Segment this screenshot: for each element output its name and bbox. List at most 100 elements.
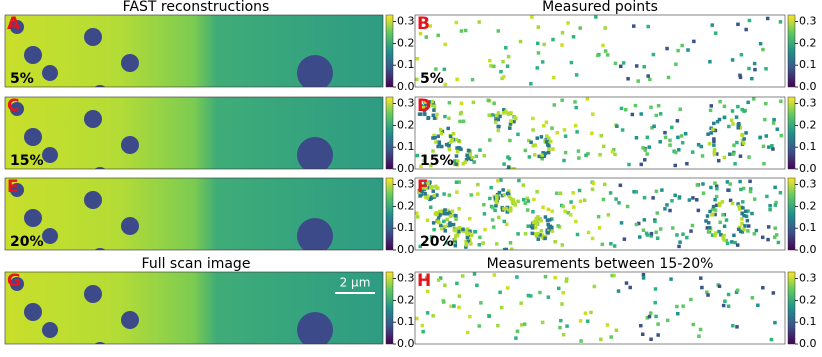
panel-image	[5, 272, 383, 344]
measured-point	[713, 208, 718, 212]
ring-point	[719, 233, 723, 237]
measured-point	[461, 274, 465, 278]
measured-point	[668, 208, 672, 213]
measured-point	[683, 131, 688, 136]
measured-point	[577, 156, 581, 160]
measured-point	[540, 157, 544, 161]
measured-point	[470, 77, 475, 82]
ring-point	[550, 225, 554, 230]
measured-point	[738, 75, 743, 80]
measured-point	[550, 209, 554, 213]
measured-point	[718, 99, 722, 104]
ring-point	[447, 144, 451, 148]
measured-point	[421, 329, 425, 334]
panel-label: F	[417, 177, 429, 197]
measured-point	[705, 290, 709, 294]
ring-point	[495, 196, 499, 201]
measured-point	[465, 330, 470, 335]
ring-point	[501, 111, 506, 115]
measured-point	[722, 224, 727, 229]
measured-point	[646, 74, 650, 78]
measured-point	[603, 49, 608, 53]
measured-point	[536, 25, 541, 29]
ring-point	[547, 147, 551, 151]
measured-point	[613, 61, 618, 66]
ring-point	[732, 233, 736, 238]
measured-point	[458, 112, 463, 116]
measured-point	[481, 241, 485, 245]
ring-point	[435, 193, 439, 197]
ring-point	[419, 104, 424, 108]
colorbar-tick-label: 0.0	[397, 243, 415, 256]
measured-point	[699, 276, 703, 280]
measured-point	[476, 192, 480, 196]
measured-point	[692, 39, 696, 44]
measured-point	[767, 145, 771, 149]
measured-point	[603, 26, 607, 30]
measured-point	[612, 244, 617, 248]
measured-point	[442, 67, 447, 72]
measured-point	[753, 67, 757, 72]
measured-point	[681, 304, 685, 308]
ring-point	[539, 219, 543, 223]
measured-point	[634, 190, 639, 194]
measured-point	[569, 200, 573, 204]
measured-point	[655, 211, 659, 215]
measured-point	[563, 150, 568, 155]
measured-point	[674, 150, 678, 155]
measured-point	[455, 77, 459, 81]
ring-point	[508, 122, 513, 126]
measured-point	[713, 197, 717, 202]
ring-point	[497, 190, 502, 195]
measured-point	[658, 140, 662, 144]
measured-point	[649, 234, 654, 238]
measured-point	[594, 15, 598, 19]
measured-point	[612, 273, 616, 278]
panel-frame	[414, 14, 786, 88]
measured-point	[771, 121, 776, 125]
panel: D 15% 0.0 0.1 0.2 0.3	[414, 96, 817, 176]
measured-point	[456, 138, 461, 143]
dark-spot	[24, 303, 42, 321]
measured-point	[572, 205, 576, 209]
measured-point	[443, 114, 447, 119]
measured-point	[730, 240, 734, 244]
title-right-bottom: Measurements between 15-20%	[487, 256, 714, 272]
measured-point	[619, 221, 624, 225]
ring-point	[423, 181, 428, 186]
measured-point	[663, 135, 668, 140]
colorbar-tick-label: 0.0	[799, 80, 817, 93]
measured-point	[690, 150, 695, 154]
measured-point	[610, 149, 615, 154]
colorbar-tick-label: 0.1	[799, 140, 817, 153]
measured-point	[691, 196, 695, 200]
colorbar-tick-label: 0.1	[397, 58, 415, 71]
measured-point	[660, 188, 664, 192]
measured-point	[582, 198, 587, 203]
dark-spot	[10, 183, 24, 197]
measured-point	[763, 117, 767, 122]
ring-point	[425, 196, 429, 200]
ring-point	[508, 126, 512, 130]
measured-point	[646, 24, 650, 29]
measured-point	[669, 277, 673, 281]
ring-point	[463, 160, 467, 164]
measured-point	[724, 238, 729, 243]
panel-image	[5, 97, 383, 169]
measured-point	[752, 61, 757, 66]
measured-point	[735, 243, 740, 247]
measured-point	[531, 116, 535, 121]
measured-point	[706, 230, 711, 234]
ring-point	[432, 116, 437, 120]
ring-point	[515, 170, 519, 174]
measured-point	[634, 64, 639, 68]
measured-point	[739, 187, 743, 192]
measured-point	[721, 213, 725, 217]
ring-point	[737, 207, 742, 211]
measured-point	[624, 107, 628, 112]
measured-point	[641, 272, 646, 277]
ring-point	[705, 214, 710, 218]
ring-point	[500, 172, 504, 176]
measured-point	[415, 153, 420, 158]
measured-point	[773, 203, 778, 207]
